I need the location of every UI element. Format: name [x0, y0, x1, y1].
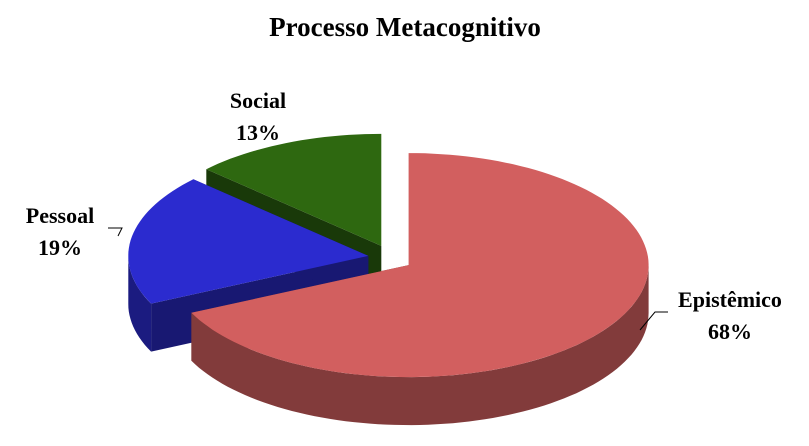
- labels: Epistêmico 68% Pessoal 19% Social 13%: [26, 88, 782, 344]
- slice-value-label: 19%: [38, 235, 82, 260]
- slice: [128, 179, 369, 304]
- chart-title: Processo Metacognitivo: [269, 12, 541, 42]
- slice-label: Epistêmico: [678, 287, 782, 312]
- slice-value-label: 68%: [708, 319, 752, 344]
- pie: [128, 133, 649, 426]
- leader-line: [108, 227, 123, 237]
- slice-value-label: 13%: [236, 120, 280, 145]
- leader-line: [639, 311, 668, 331]
- slice-label: Pessoal: [26, 203, 94, 228]
- slice: [206, 133, 382, 246]
- slice-wall: [191, 265, 649, 426]
- slice: [191, 153, 649, 378]
- slice-wall: [128, 255, 152, 352]
- slice-label: Social: [230, 88, 286, 113]
